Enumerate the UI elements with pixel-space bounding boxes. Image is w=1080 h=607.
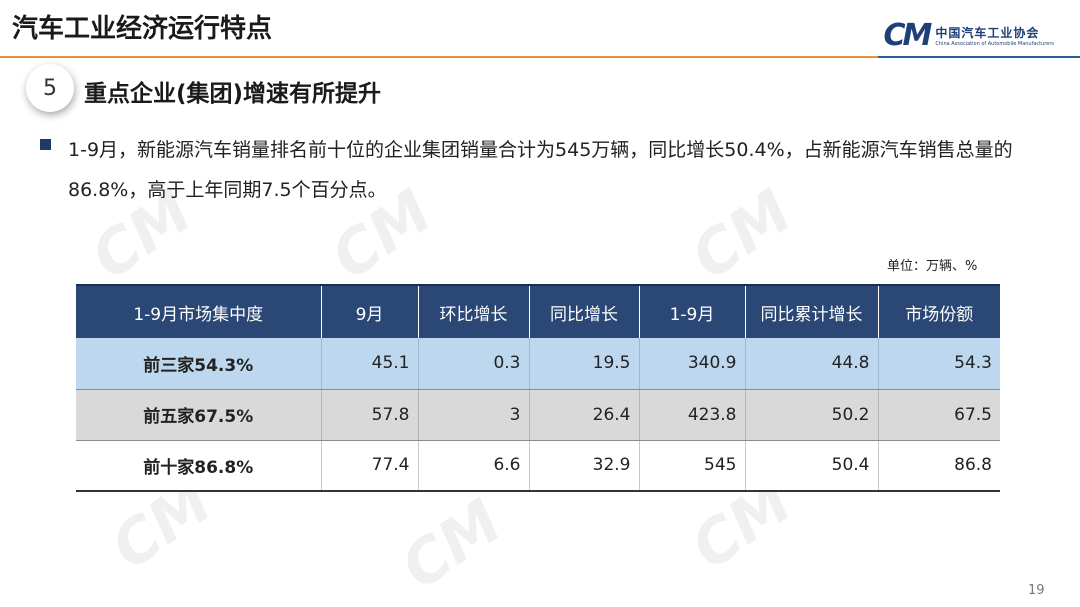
column-header: 市场份额: [877, 284, 1000, 338]
column-header: 9月: [320, 284, 418, 338]
association-logo: CM 中国汽车工业协会 China Association of Automob…: [884, 18, 1054, 53]
logo-english-name: China Association of Automobile Manufact…: [935, 41, 1054, 47]
table-cell: 57.8: [320, 389, 418, 441]
square-bullet-icon: [40, 139, 51, 150]
column-header: 1-9月市场集中度: [76, 284, 321, 338]
section-number: 5: [43, 75, 57, 101]
column-header: 环比增长: [417, 284, 529, 338]
table-row: 前三家54.3% 45.1 0.3 19.5 340.9 44.8 54.3: [76, 338, 1000, 390]
table-cell: 67.5: [877, 389, 1000, 441]
concentration-table: 1-9月市场集中度 9月 环比增长 同比增长 1-9月 同比累计增长 市场份额 …: [76, 284, 1000, 492]
header-divider-orange: [0, 56, 1080, 58]
section-number-badge: 5: [26, 64, 74, 112]
table-cell: 26.4: [528, 389, 639, 441]
table-row: 前十家86.8% 77.4 6.6 32.9 545 50.4 86.8: [76, 440, 1000, 492]
table-cell: 19.5: [528, 338, 639, 390]
column-header: 同比增长: [528, 284, 639, 338]
logo-chinese-name: 中国汽车工业协会: [935, 26, 1040, 40]
unit-label: 单位：万辆、%: [887, 259, 978, 274]
table-cell: 32.9: [528, 440, 639, 492]
table-cell: 0.3: [417, 338, 529, 390]
table-cell: 423.8: [638, 389, 745, 441]
table-cell: 545: [638, 440, 745, 492]
table-cell: 3: [417, 389, 529, 441]
row-label: 前五家67.5%: [76, 389, 321, 441]
bullet-paragraph: 1-9月，新能源汽车销量排名前十位的企业集团销量合计为545万辆，同比增长50.…: [68, 139, 1013, 201]
table-cell: 54.3: [877, 338, 1000, 390]
page-header-title: 汽车工业经济运行特点: [12, 14, 273, 44]
table-cell: 44.8: [744, 338, 878, 390]
table-cell: 45.1: [320, 338, 418, 390]
table-header-row: 1-9月市场集中度 9月 环比增长 同比增长 1-9月 同比累计增长 市场份额: [76, 284, 1000, 338]
logo-text-block: 中国汽车工业协会 China Association of Automobile…: [935, 24, 1054, 47]
page-number: 19: [1028, 583, 1045, 598]
table-cell: 6.6: [417, 440, 529, 492]
watermark-logo: CM: [389, 486, 515, 604]
table-cell: 50.4: [744, 440, 878, 492]
section-title: 重点企业(集团)增速有所提升: [84, 81, 382, 107]
table-cell: 50.2: [744, 389, 878, 441]
row-label: 前十家86.8%: [76, 440, 321, 492]
row-label: 前三家54.3%: [76, 338, 321, 390]
table-cell: 86.8: [877, 440, 1000, 492]
table-row: 前五家67.5% 57.8 3 26.4 423.8 50.2 67.5: [76, 389, 1000, 441]
table-cell: 340.9: [638, 338, 745, 390]
column-header: 1-9月: [638, 284, 745, 338]
column-header: 同比累计增长: [744, 284, 878, 338]
table-cell: 77.4: [320, 440, 418, 492]
header-divider-blue: [878, 56, 1080, 58]
cm-logo-icon: CM: [883, 18, 933, 53]
